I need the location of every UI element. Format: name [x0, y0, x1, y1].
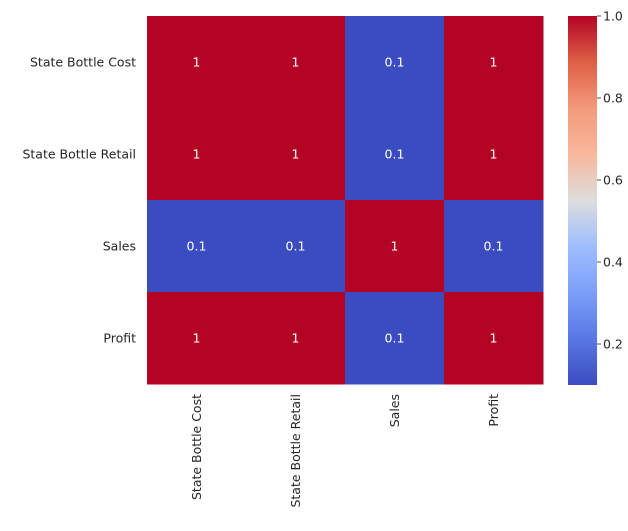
row-label: Profit — [103, 331, 136, 346]
cell-annotation: 1 — [490, 331, 498, 346]
cell-annotation: 0.1 — [286, 239, 306, 254]
cell-annotation: 0.1 — [385, 331, 405, 346]
cell-annotation: 0.1 — [385, 55, 405, 70]
row-label: Sales — [103, 239, 136, 254]
heatmap-cell — [444, 16, 544, 109]
heatmap-cell — [246, 200, 346, 293]
cell-annotation: 1 — [292, 147, 300, 162]
row-label: State Bottle Cost — [30, 55, 136, 70]
cell-annotation: 1 — [292, 331, 300, 346]
heatmap-cells — [147, 16, 544, 385]
colorbar-tick-label: 0.4 — [603, 255, 623, 270]
column-label: State Bottle Retail — [288, 394, 303, 508]
column-label: Profit — [486, 394, 501, 427]
row-label: State Bottle Retail — [22, 147, 136, 162]
cell-annotation: 1 — [292, 55, 300, 70]
cell-annotation: 1 — [391, 239, 399, 254]
column-label: State Bottle Cost — [189, 394, 204, 500]
cell-annotation: 1 — [193, 55, 201, 70]
heatmap-cell — [147, 16, 247, 109]
cell-annotation: 0.1 — [385, 147, 405, 162]
colorbar-tick-label: 1.0 — [603, 9, 623, 24]
heatmap-cell — [246, 292, 346, 385]
cell-annotations: 1 1 0.1 1 1 1 0.1 1 0.1 0.1 1 0.1 1 1 0.1 1 — [187, 55, 504, 346]
colorbar-tick-label: 0.8 — [603, 91, 623, 106]
heatmap-cell — [147, 200, 247, 293]
heatmap-cell — [345, 292, 445, 385]
colorbar-ticks: 0.2 0.4 0.6 0.8 1.0 — [597, 9, 623, 352]
cell-annotation: 1 — [490, 55, 498, 70]
heatmap-cell — [147, 292, 247, 385]
heatmap-cell — [444, 108, 544, 201]
heatmap-cell — [345, 108, 445, 201]
cell-annotation: 0.1 — [484, 239, 504, 254]
heatmap-cell — [246, 108, 346, 201]
cell-annotation: 1 — [490, 147, 498, 162]
colorbar — [568, 16, 597, 385]
cell-annotation: 0.1 — [187, 239, 207, 254]
colorbar-tick-label: 0.2 — [603, 337, 623, 352]
cell-annotation: 1 — [193, 331, 201, 346]
cell-annotation: 1 — [193, 147, 201, 162]
colorbar-tick-label: 0.6 — [603, 173, 623, 188]
column-label: Sales — [387, 394, 402, 427]
heatmap-cell — [444, 200, 544, 293]
heatmap-cell — [444, 292, 544, 385]
colorbar-gradient — [568, 16, 597, 385]
column-labels: State Bottle Cost State Bottle Retail Sale… — [189, 394, 501, 508]
row-labels: State Bottle Cost State Bottle Retail Sale… — [22, 55, 136, 346]
heatmap-cell — [246, 16, 346, 109]
heatmap-cell — [345, 200, 445, 293]
heatmap-cell — [147, 108, 247, 201]
heatmap-cell — [345, 16, 445, 109]
